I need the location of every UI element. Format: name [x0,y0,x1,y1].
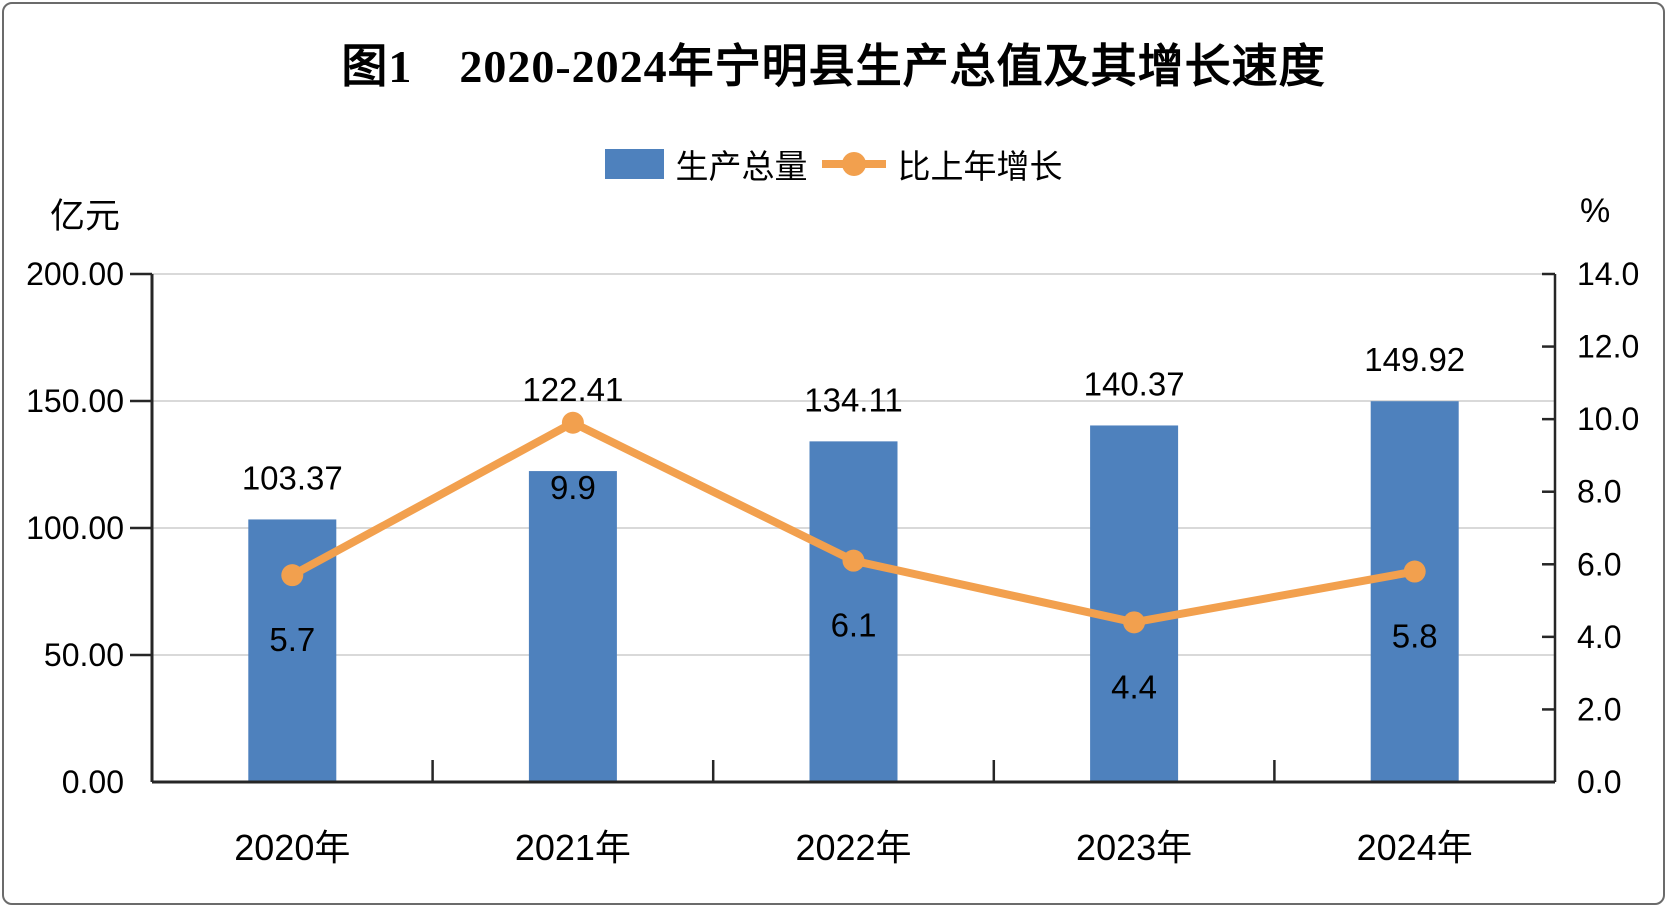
right-axis-tick-label: 0.0 [1577,764,1621,800]
x-axis-category-label: 2022年 [795,827,911,868]
line-value-label: 9.9 [550,469,596,506]
bar-value-label: 103.37 [242,459,343,496]
line-value-label: 4.4 [1111,668,1157,705]
legend-bar-label: 生产总量 [675,148,808,185]
left-axis-tick-label: 100.00 [26,510,124,546]
line-value-label: 5.7 [269,621,315,658]
left-axis-tick-label: 200.00 [26,256,124,292]
line-value-label: 6.1 [831,607,877,644]
legend-item-bar-series: 生产总量 [604,140,808,188]
right-axis-tick-label: 12.0 [1577,329,1639,365]
left-axis-tick-label: 0.00 [62,764,124,800]
left-axis-tick-label: 50.00 [44,637,124,673]
right-axis-tick-label: 8.0 [1577,474,1621,510]
right-axis-unit-label: % [1580,192,1610,230]
legend: 生产总量 比上年增长 [0,140,1667,188]
x-axis-category-label: 2020年 [234,827,350,868]
right-axis-tick-label: 2.0 [1577,691,1621,727]
legend-line-label: 比上年增长 [897,148,1063,185]
legend-item-line-series: 比上年增长 [821,140,1063,188]
bar-2024年 [1370,401,1459,782]
growth-point-2023年 [1123,611,1146,634]
line-series-marker-icon [821,151,886,177]
line-value-label: 5.8 [1392,618,1438,655]
growth-point-2021年 [561,411,584,434]
bar-value-label: 149.92 [1364,341,1465,378]
bar-2021年 [528,471,617,782]
bar-series-swatch-icon [604,149,664,179]
x-axis-category-label: 2023年 [1076,827,1192,868]
bar-2023年 [1090,425,1179,782]
right-axis-tick-label: 6.0 [1577,546,1621,582]
x-axis-category-label: 2024年 [1357,827,1473,868]
right-axis-tick-label: 10.0 [1577,401,1639,437]
x-axis-category-label: 2021年 [515,827,631,868]
growth-point-2020年 [281,564,304,587]
left-axis-tick-label: 150.00 [26,383,124,419]
growth-point-2022年 [842,549,865,572]
bar-value-label: 140.37 [1084,365,1185,402]
chart-title: 图1 2020-2024年宁明县生产总值及其增长速度 [341,41,1326,92]
bar-value-label: 122.41 [522,371,623,408]
right-axis-tick-label: 4.0 [1577,619,1621,655]
right-axis-tick-label: 14.0 [1577,256,1639,292]
growth-point-2024年 [1403,560,1426,583]
bar-value-label: 134.11 [804,381,902,418]
bar-2022年 [809,441,898,782]
left-axis-unit-label: 亿元 [50,197,120,236]
